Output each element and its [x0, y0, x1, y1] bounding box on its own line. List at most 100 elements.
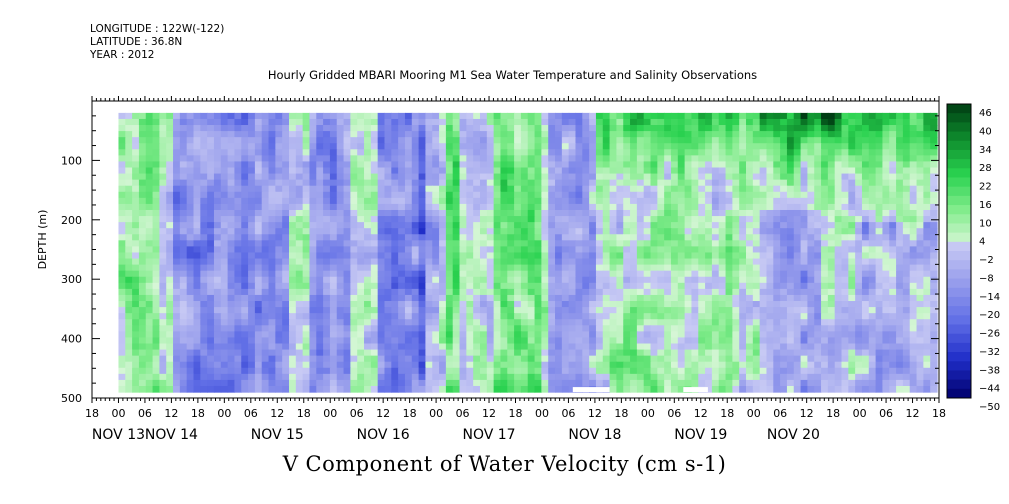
- field-cell: [479, 112, 488, 120]
- field-cell: [691, 331, 699, 339]
- field-cell: [534, 258, 542, 266]
- field-cell: [780, 185, 788, 193]
- field-cell: [841, 270, 849, 278]
- field-cell: [425, 258, 433, 266]
- field-cell: [527, 222, 536, 229]
- field-cell: [609, 319, 618, 326]
- field-cell: [493, 155, 502, 163]
- field-cell: [316, 191, 324, 199]
- field-cell: [834, 143, 843, 150]
- field-cell: [902, 349, 911, 357]
- field-cell: [350, 125, 358, 132]
- field-cell: [902, 179, 911, 187]
- field-cell: [698, 246, 706, 254]
- field-cell: [425, 319, 433, 326]
- field-cell: [316, 203, 324, 211]
- field-cell: [636, 288, 645, 296]
- field-cell: [207, 355, 215, 363]
- field-cell: [670, 125, 679, 132]
- field-cell: [473, 258, 481, 266]
- field-cell: [452, 276, 461, 284]
- field-cell: [479, 228, 488, 235]
- field-cell: [268, 179, 276, 187]
- field-cell: [268, 203, 276, 211]
- field-cell: [384, 228, 392, 235]
- field-cell: [459, 125, 467, 132]
- field-cell: [664, 258, 672, 266]
- field-cell: [834, 149, 843, 156]
- field-cell: [118, 149, 126, 156]
- field-cell: [138, 288, 147, 296]
- field-cell: [868, 355, 877, 363]
- field-cell: [732, 288, 740, 296]
- field-cell: [473, 155, 481, 163]
- field-cell: [520, 361, 529, 369]
- field-cell: [370, 209, 379, 217]
- field-cell: [452, 301, 461, 308]
- field-cell: [514, 125, 522, 132]
- field-cell: [657, 209, 665, 217]
- field-cell: [132, 331, 140, 339]
- field-cell: [118, 137, 126, 144]
- field-cell: [459, 234, 467, 241]
- field-cell: [152, 240, 160, 247]
- field-cell: [732, 118, 740, 126]
- field-cell: [800, 209, 808, 217]
- field-cell: [882, 118, 890, 126]
- field-cell: [902, 228, 911, 235]
- field-cell: [855, 276, 863, 284]
- field-cell: [370, 137, 379, 144]
- field-cell: [561, 173, 570, 181]
- field-cell: [861, 216, 870, 223]
- field-cell: [561, 197, 570, 205]
- field-cell: [896, 325, 904, 332]
- field-cell: [630, 191, 638, 199]
- field-cell: [725, 209, 733, 217]
- field-cell: [377, 179, 386, 187]
- field-cell: [711, 307, 720, 314]
- field-cell: [152, 137, 160, 144]
- field-cell: [821, 143, 829, 150]
- field-cell: [602, 228, 611, 235]
- field-cell: [691, 264, 699, 272]
- field-cell: [370, 355, 379, 363]
- field-cell: [773, 349, 781, 357]
- field-cell: [705, 112, 713, 120]
- field-cell: [289, 301, 297, 308]
- field-cell: [548, 282, 556, 290]
- field-cell: [561, 313, 570, 320]
- field-cell: [398, 197, 406, 205]
- field-cell: [923, 301, 931, 308]
- field-cell: [909, 234, 918, 241]
- field-cell: [725, 203, 733, 211]
- field-cell: [275, 228, 283, 235]
- field-cell: [213, 185, 222, 193]
- field-cell: [350, 288, 358, 296]
- field-cell: [623, 331, 631, 339]
- field-cell: [841, 228, 849, 235]
- field-cell: [377, 246, 386, 254]
- field-cell: [275, 258, 283, 266]
- field-cell: [323, 179, 331, 187]
- field-cell: [343, 313, 351, 320]
- field-cell: [589, 161, 597, 169]
- field-cell: [166, 282, 174, 290]
- field-cell: [780, 331, 788, 339]
- field-cell: [909, 149, 918, 156]
- field-cell: [718, 337, 727, 345]
- field-cell: [575, 167, 583, 175]
- field-cell: [759, 294, 768, 302]
- field-cell: [916, 149, 924, 156]
- field-cell: [677, 337, 686, 345]
- field-cell: [370, 252, 379, 260]
- field-cell: [316, 222, 324, 229]
- field-cell: [336, 149, 345, 156]
- field-cell: [752, 325, 761, 332]
- field-cell: [616, 246, 624, 254]
- field-cell: [732, 258, 740, 266]
- field-cell: [609, 258, 618, 266]
- field-cell: [582, 222, 590, 229]
- field-cell: [623, 313, 631, 320]
- field-cell: [275, 313, 283, 320]
- field-cell: [786, 216, 795, 223]
